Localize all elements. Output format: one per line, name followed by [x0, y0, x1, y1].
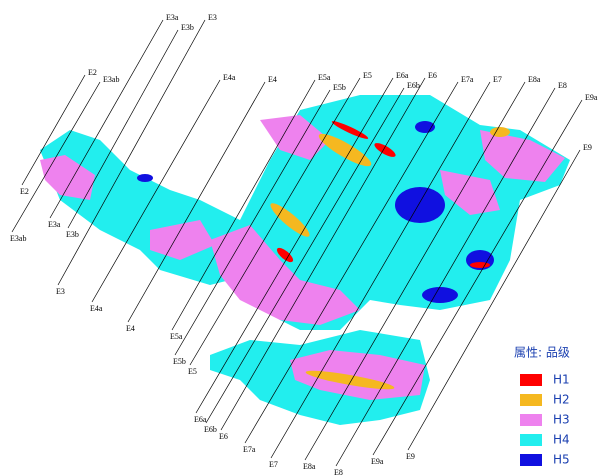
h5-zone [422, 287, 458, 303]
h2-zone [270, 203, 310, 237]
section-line [49, 19, 164, 219]
top-label: E4a [223, 73, 236, 82]
bottom-label: E5b [173, 357, 186, 366]
section-line [304, 81, 526, 461]
legend: 属性: 品级 H1 H2 H3 H4 H5 [514, 346, 570, 467]
h3-zone [210, 225, 360, 325]
section-line [57, 19, 206, 286]
bottom-label: E4 [126, 324, 135, 333]
top-label: E3a [166, 13, 179, 22]
legend-label: H1 [553, 373, 570, 387]
section-line [127, 81, 266, 323]
section-line [244, 81, 459, 444]
h3-zone [150, 220, 215, 260]
top-label: E8 [558, 81, 567, 90]
top-label: E3 [208, 13, 217, 22]
top-label: E6a [396, 71, 409, 80]
section-line [407, 149, 581, 451]
h5-zone [415, 121, 435, 133]
bottom-label: E8 [334, 468, 343, 475]
h1-zone [374, 143, 396, 157]
bottom-label: E3b [66, 230, 79, 239]
bottom-label: E9a [371, 457, 384, 466]
top-label: E6 [428, 71, 437, 80]
legend-label: H4 [553, 433, 570, 447]
h4-zone [40, 95, 570, 330]
top-label: E9a [585, 93, 598, 102]
top-label: E2 [88, 68, 97, 77]
bottom-label: E8a [303, 462, 316, 471]
top-label: E7 [493, 75, 502, 84]
section-line [171, 79, 316, 331]
ore-body [40, 95, 570, 425]
legend-title: 属性: 品级 [514, 346, 570, 360]
h1-zone [276, 247, 294, 263]
bottom-label: E6 [219, 432, 228, 441]
bottom-label: E9 [406, 452, 415, 461]
section-line [67, 29, 179, 229]
section-line [195, 77, 394, 414]
h2-zone [318, 133, 372, 167]
section-line [220, 77, 426, 431]
top-label: E4 [268, 75, 277, 84]
legend-label: H3 [553, 413, 570, 427]
section-line [270, 81, 491, 459]
bottom-label: E3 [56, 287, 65, 296]
top-label: E5a [318, 73, 331, 82]
section-line [91, 79, 221, 303]
bottom-label: E3a [48, 220, 61, 229]
legend-swatch [520, 374, 542, 386]
bottom-label: E6b [204, 425, 217, 434]
legend-swatch [520, 454, 542, 466]
section-line [205, 87, 405, 424]
bottom-label: E7 [269, 460, 278, 469]
top-label: E8a [528, 75, 541, 84]
h3-zone [480, 130, 565, 182]
h2-zone [490, 127, 510, 137]
bottom-label: E5 [188, 367, 197, 376]
top-label: E7a [461, 75, 474, 84]
top-label: E9 [583, 143, 592, 152]
legend-label: H2 [553, 393, 570, 407]
bottom-label: E3ab [10, 234, 26, 243]
section-line [174, 89, 331, 356]
top-label: E3ab [103, 75, 119, 84]
legend-swatch [520, 414, 542, 426]
section-line [335, 87, 556, 467]
bottom-label: E5a [170, 332, 183, 341]
bottom-label: E7a [243, 445, 256, 454]
h5-zone [395, 187, 445, 223]
h3-zone [440, 170, 500, 215]
top-label: E5b [333, 83, 346, 92]
h1-zone [470, 262, 490, 268]
top-label: E3b [181, 23, 194, 32]
top-label: E5 [363, 71, 372, 80]
bottom-label: E2 [20, 187, 29, 196]
section-line [372, 99, 583, 456]
section-line [189, 77, 361, 366]
legend-label: H5 [553, 453, 570, 467]
section-line [21, 74, 86, 186]
top-label: E6b [407, 81, 420, 90]
h3-zone [40, 155, 95, 200]
h1-zone [331, 121, 369, 139]
section-lines: E2E2E3abE3abE3aE3aE3bE3bE3E3E4aE4aE4E4E5… [10, 13, 598, 475]
bottom-label: E6a [194, 415, 207, 424]
legend-swatch [520, 394, 542, 406]
legend-swatch [520, 434, 542, 446]
h2-zone [305, 370, 395, 390]
h5-zone [137, 174, 153, 182]
bottom-label: E4a [90, 304, 103, 313]
h3-zone [260, 115, 330, 160]
section-line [11, 81, 101, 233]
